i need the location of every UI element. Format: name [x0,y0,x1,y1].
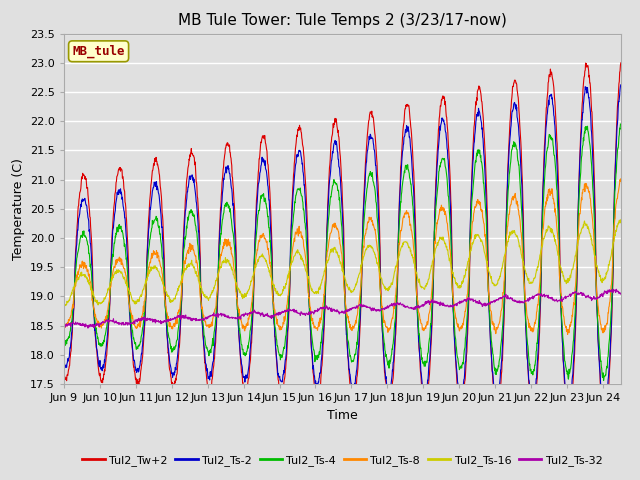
Tul2_Ts-4 [221,204,228,210]
Tul2_Ts-32 [482,301,490,307]
Legend: Tul2_Tw+2, Tul2_Ts-2, Tul2_Ts-4, Tul2_Ts-8, Tul2_Ts-16, Tul2_Ts-32: Tul2_Tw+2, Tul2_Ts-2, Tul2_Ts-4, Tul2_Ts… [78,451,607,471]
Tul2_Ts-16 [221,260,229,265]
Tul2_Tw+2 [160,244,168,250]
Tul2_Ts-32 [60,322,68,328]
Tul2_Ts-2 [617,82,625,88]
Tul2_Ts-4 [481,201,489,206]
Line: Tul2_Ts-4: Tul2_Ts-4 [64,124,621,381]
Tul2_Tw+2 [482,164,490,169]
Tul2_Ts-4 [271,324,279,330]
Tul2_Ts-32 [612,287,620,292]
Tul2_Ts-32 [617,291,625,297]
Tul2_Ts-8 [171,323,179,329]
Tul2_Ts-16 [482,254,490,260]
Tul2_Ts-32 [272,312,280,318]
Text: MB_tule: MB_tule [72,45,125,58]
Tul2_Ts-32 [161,318,168,324]
Tul2_Ts-2 [160,264,168,269]
Tul2_Ts-8 [271,311,279,316]
Tul2_Ts-8 [564,332,572,337]
Tul2_Ts-4 [600,378,607,384]
Y-axis label: Temperature (C): Temperature (C) [12,158,24,260]
Tul2_Tw+2 [171,381,179,386]
Tul2_Ts-2 [543,110,551,116]
Tul2_Ts-32 [221,312,229,318]
Tul2_Ts-16 [272,286,280,291]
Tul2_Tw+2 [60,369,68,375]
Tul2_Ts-2 [60,362,68,368]
Tul2_Ts-8 [617,176,625,182]
Tul2_Ts-4 [60,338,68,344]
Tul2_Tw+2 [543,93,551,99]
Tul2_Ts-4 [617,121,625,127]
Tul2_Tw+2 [271,334,279,339]
Tul2_Ts-16 [60,303,68,309]
Tul2_Ts-16 [543,228,551,233]
Tul2_Ts-8 [481,232,489,238]
Line: Tul2_Ts-32: Tul2_Ts-32 [64,289,621,328]
Tul2_Ts-2 [171,369,179,375]
Title: MB Tule Tower: Tule Temps 2 (3/23/17-now): MB Tule Tower: Tule Temps 2 (3/23/17-now… [178,13,507,28]
Tul2_Ts-4 [543,148,551,154]
Tul2_Ts-16 [171,296,179,301]
Tul2_Ts-16 [61,303,69,309]
Tul2_Ts-16 [161,284,168,290]
Tul2_Ts-2 [492,393,499,398]
Tul2_Ts-4 [171,347,179,352]
Tul2_Ts-8 [60,320,68,325]
Tul2_Ts-8 [543,198,551,204]
Tul2_Tw+2 [221,152,228,158]
Line: Tul2_Tw+2: Tul2_Tw+2 [64,63,621,396]
Tul2_Ts-8 [160,290,168,296]
Line: Tul2_Ts-2: Tul2_Ts-2 [64,85,621,396]
Tul2_Ts-2 [271,336,279,342]
Tul2_Tw+2 [312,393,320,398]
Tul2_Ts-8 [221,242,228,248]
Tul2_Ts-4 [160,276,168,281]
Line: Tul2_Ts-8: Tul2_Ts-8 [64,179,621,335]
Tul2_Tw+2 [617,60,625,66]
Tul2_Ts-32 [171,314,179,320]
Tul2_Ts-2 [221,171,228,177]
Tul2_Ts-32 [84,325,92,331]
Tul2_Ts-16 [617,217,625,223]
Tul2_Ts-32 [543,295,551,300]
Line: Tul2_Ts-16: Tul2_Ts-16 [64,220,621,306]
Tul2_Ts-2 [481,175,489,181]
X-axis label: Time: Time [327,408,358,421]
